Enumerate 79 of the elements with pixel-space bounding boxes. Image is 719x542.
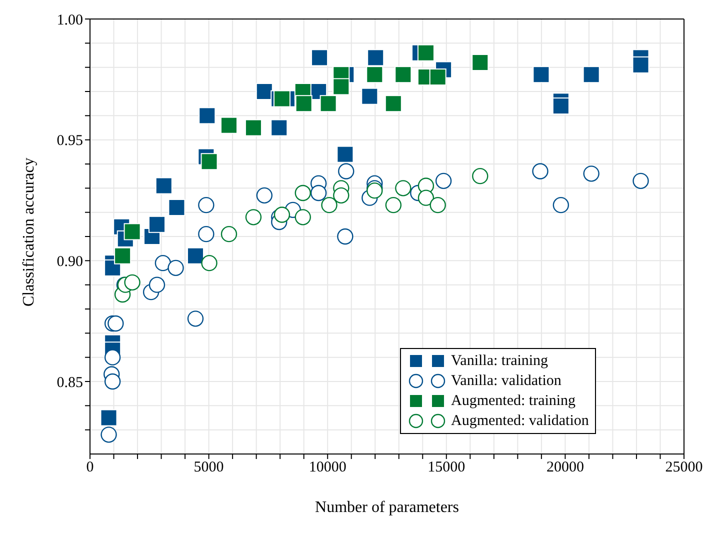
x-axis-title: Number of parameters xyxy=(315,499,459,516)
point xyxy=(472,54,489,71)
x-tick-label: 5000 xyxy=(194,460,224,476)
point xyxy=(168,199,186,216)
point xyxy=(321,196,338,214)
point xyxy=(256,187,272,204)
legend-label: Vanilla: validation xyxy=(451,372,562,391)
point xyxy=(198,107,216,124)
point xyxy=(310,184,327,202)
point xyxy=(187,310,204,327)
point xyxy=(582,66,600,84)
point xyxy=(472,168,488,184)
point xyxy=(532,163,548,180)
point xyxy=(270,119,288,136)
point xyxy=(552,196,570,214)
point xyxy=(632,56,650,74)
point xyxy=(201,254,218,272)
point xyxy=(338,163,354,180)
point xyxy=(114,247,132,264)
point xyxy=(220,116,238,134)
point xyxy=(632,172,649,190)
point xyxy=(337,228,354,245)
point xyxy=(583,166,600,182)
point xyxy=(417,44,434,62)
point xyxy=(361,88,378,105)
point xyxy=(294,184,311,202)
point xyxy=(336,146,354,163)
point xyxy=(168,260,184,276)
point xyxy=(367,49,384,66)
point xyxy=(394,66,412,84)
y-tick-label: 0.90 xyxy=(56,254,83,270)
point xyxy=(294,209,311,226)
point xyxy=(366,66,384,84)
point xyxy=(198,196,214,214)
point xyxy=(385,196,402,214)
point xyxy=(124,274,140,291)
point xyxy=(198,226,214,242)
point xyxy=(274,206,290,223)
point xyxy=(186,247,204,264)
point xyxy=(104,349,121,366)
point xyxy=(148,216,166,233)
point xyxy=(320,95,337,112)
point xyxy=(124,223,141,240)
point xyxy=(332,78,350,96)
x-tick-label: 20000 xyxy=(546,460,584,476)
point xyxy=(429,68,446,86)
point xyxy=(154,254,172,272)
point xyxy=(430,196,446,214)
point xyxy=(200,153,218,170)
point xyxy=(244,119,262,136)
point xyxy=(155,177,172,194)
y-tick-label: 0.85 xyxy=(56,374,83,391)
point xyxy=(395,180,412,196)
point xyxy=(100,409,118,426)
legend-label: Augmented: validation xyxy=(451,412,589,431)
legend-label: Vanilla: training xyxy=(451,352,548,371)
y-tick-label: 0.95 xyxy=(56,133,83,150)
y-axis-title: Classification accuracy xyxy=(20,158,38,306)
x-tick-label: 15000 xyxy=(428,460,466,476)
point xyxy=(148,276,166,293)
point xyxy=(532,66,550,84)
point xyxy=(295,95,312,112)
point xyxy=(552,98,570,114)
x-tick-label: 0 xyxy=(86,460,94,476)
point xyxy=(100,426,117,443)
point xyxy=(384,95,402,112)
point xyxy=(418,190,434,206)
point xyxy=(333,187,350,204)
point xyxy=(435,172,452,190)
point xyxy=(245,209,262,226)
x-tick-label: 25000 xyxy=(665,460,703,476)
x-tick-label: 10000 xyxy=(308,460,346,476)
point xyxy=(108,315,124,332)
point xyxy=(104,373,121,390)
y-tick-label: 1.00 xyxy=(56,12,83,28)
point xyxy=(311,49,328,66)
point xyxy=(256,83,273,100)
point xyxy=(220,226,238,242)
legend-label: Augmented: training xyxy=(451,392,576,411)
